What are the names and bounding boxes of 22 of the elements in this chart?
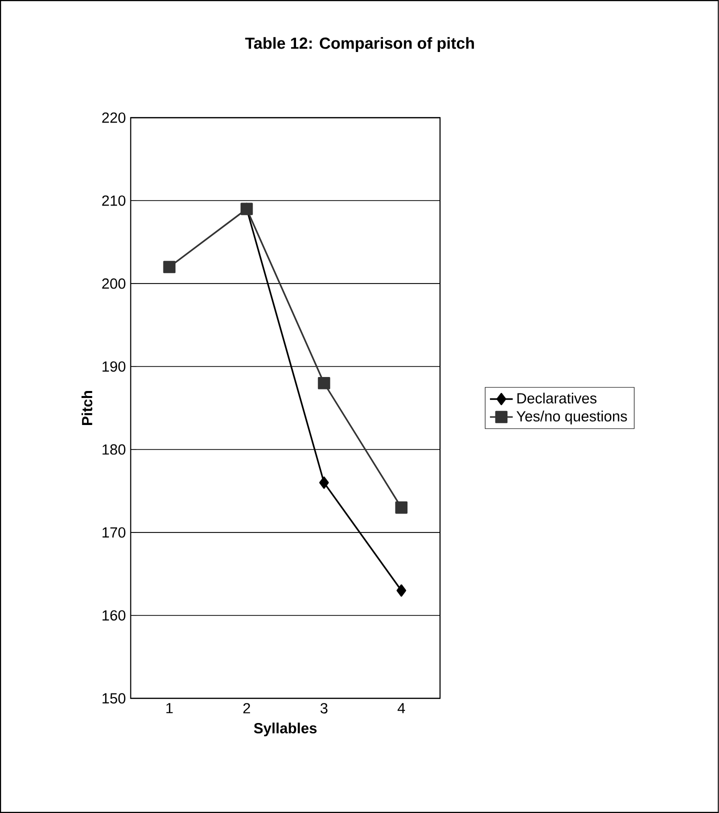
chart-title: Table 12: Comparison of pitch: [245, 37, 474, 52]
x-tick-label: 1: [166, 703, 173, 714]
y-tick-label: 150: [102, 693, 126, 704]
point: [318, 376, 330, 390]
x-axis-title: Syllables: [254, 722, 317, 736]
x-tick-label: 2: [243, 703, 250, 714]
x-tick-label: 4: [398, 703, 406, 714]
y-tick-label: 220: [102, 112, 126, 123]
y-axis-title: Pitch: [82, 390, 92, 425]
point: [319, 476, 329, 489]
legend-label: Yes/no questions: [516, 410, 628, 424]
y-tick-label: 200: [102, 278, 126, 289]
y-tick-label: 170: [102, 527, 126, 538]
y-tick-label: 160: [102, 610, 126, 621]
x-tick-label: 3: [320, 703, 328, 714]
y-tick-label: 180: [102, 444, 126, 455]
y-tick-label: 210: [102, 195, 126, 206]
point: [163, 260, 176, 274]
y-tick-label: 190: [102, 361, 126, 372]
legend-label: Declaratives: [517, 392, 597, 404]
point: [396, 584, 406, 597]
point: [395, 501, 408, 514]
